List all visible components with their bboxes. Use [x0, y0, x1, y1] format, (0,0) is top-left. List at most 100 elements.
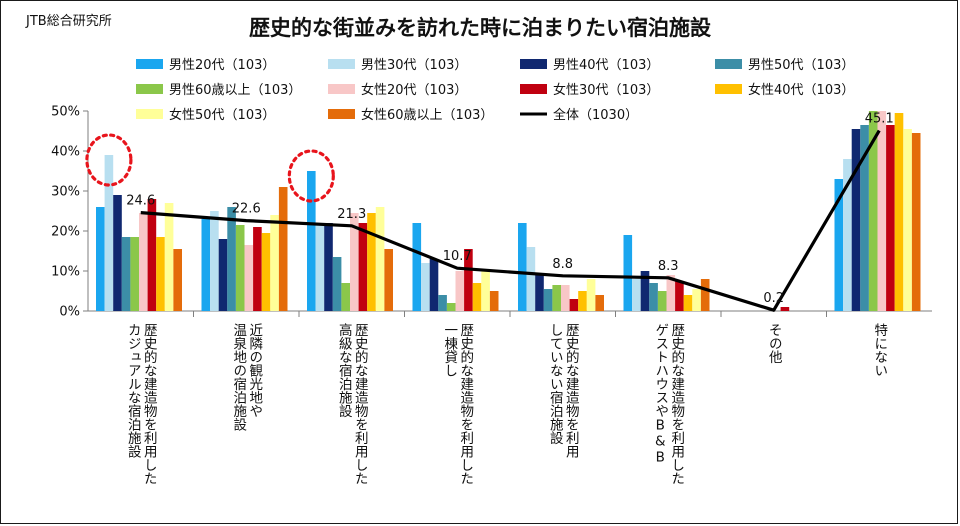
legend-label: 女性30代（103）	[553, 82, 659, 98]
bar	[552, 285, 561, 311]
total-series-line	[140, 129, 881, 312]
bar	[683, 295, 693, 311]
bar	[104, 155, 114, 311]
bar	[218, 239, 228, 311]
bar	[201, 219, 211, 311]
bar	[375, 207, 385, 311]
legend-label: 男性20代（103）	[169, 58, 275, 73]
bar	[586, 279, 596, 311]
bar	[121, 237, 131, 311]
category-label: 特にない	[871, 323, 888, 377]
bar	[96, 207, 105, 311]
y-tick-label: 50%	[51, 105, 80, 120]
data-label: 8.3	[658, 259, 679, 274]
bar	[164, 203, 174, 311]
bar	[455, 271, 465, 311]
bar	[253, 227, 262, 311]
legend-swatch	[328, 109, 355, 119]
bar	[657, 291, 667, 311]
brand-label: JTB総合研究所	[26, 14, 112, 29]
bar	[666, 275, 676, 311]
legend-label: 男性40代（103）	[553, 58, 659, 73]
bar	[315, 223, 325, 311]
legend-label: 全体（1030）	[553, 107, 638, 123]
legend-swatch	[328, 59, 355, 69]
legend: 男性20代（103） 男性30代（103） 男性40代（103） 男性50代（103）…	[136, 58, 854, 123]
bar	[780, 307, 790, 311]
bar	[834, 179, 844, 311]
y-tick-label: 30%	[51, 185, 80, 200]
legend-swatch	[715, 59, 742, 69]
legend-swatch	[328, 84, 355, 94]
y-tick-label: 10%	[51, 265, 80, 280]
bar	[341, 283, 350, 311]
bar	[632, 279, 641, 311]
bar	[526, 247, 536, 311]
legend-label: 男性30代（103）	[361, 58, 467, 73]
bar	[911, 133, 921, 311]
bar	[886, 125, 895, 311]
y-tick-label: 40%	[51, 145, 80, 160]
bar	[358, 223, 368, 311]
category-label: 高級な宿泊施設	[336, 322, 353, 418]
category-label: ゲストハウスやB&B	[652, 323, 669, 466]
bar	[244, 245, 254, 311]
bar	[569, 299, 579, 311]
legend-label: 男性60歳以上（103）	[169, 83, 301, 98]
bar	[894, 113, 904, 311]
bar	[139, 213, 148, 311]
bar	[113, 195, 122, 311]
bar	[692, 289, 701, 311]
legend-swatch	[715, 84, 742, 94]
bar	[412, 223, 422, 311]
legend-label: 男性50代（103）	[748, 58, 854, 73]
bar	[261, 233, 271, 311]
bar	[384, 249, 393, 311]
bar	[235, 225, 245, 311]
legend-label: 女性60歳以上（103）	[361, 107, 493, 123]
y-tick-label: 20%	[51, 225, 80, 240]
bar	[535, 275, 544, 311]
bar	[147, 199, 157, 311]
category-label: 近隣の観光地や	[246, 323, 263, 418]
data-label: 8.8	[552, 257, 573, 272]
bar	[675, 281, 684, 311]
bar	[350, 213, 359, 311]
data-label: 0.2	[763, 291, 784, 306]
bar	[518, 223, 527, 311]
bar	[367, 213, 376, 311]
axes: 0% 10% 20% 30% 40% 50%	[51, 105, 932, 320]
bar	[438, 295, 447, 311]
legend-label: 女性20代（103）	[361, 82, 467, 98]
category-label: その他	[766, 323, 783, 365]
data-label: 45.1	[865, 112, 894, 127]
category-label: 歴史的な建造物を利用した	[457, 323, 474, 485]
bar	[210, 211, 219, 311]
bar	[332, 257, 342, 311]
bar	[860, 125, 869, 311]
bar	[307, 171, 316, 311]
chart-title: 歴史的な街並みを訪れた時に泊まりたい宿泊施設	[249, 16, 711, 40]
bar	[877, 111, 887, 311]
bar	[903, 129, 912, 311]
category-label: していない宿泊施設	[547, 323, 564, 445]
bar	[156, 237, 165, 311]
category-label: 歴史的な建造物を利用	[563, 323, 580, 459]
legend-swatch	[520, 84, 547, 94]
category-label: 歴史的な建造物を利用した	[141, 323, 158, 485]
bar	[640, 271, 650, 311]
bar	[130, 237, 139, 311]
bar	[278, 187, 288, 311]
category-label: カジュアルな宿泊施設	[125, 323, 142, 458]
bar	[173, 249, 182, 311]
bars	[96, 111, 921, 311]
category-label: 歴史的な建造物を利用した	[668, 323, 685, 485]
bar	[464, 249, 473, 311]
bar	[446, 303, 456, 311]
bar	[489, 291, 499, 311]
legend-swatch	[136, 84, 163, 94]
bar	[700, 279, 710, 311]
bar	[227, 207, 236, 311]
bar	[649, 283, 658, 311]
